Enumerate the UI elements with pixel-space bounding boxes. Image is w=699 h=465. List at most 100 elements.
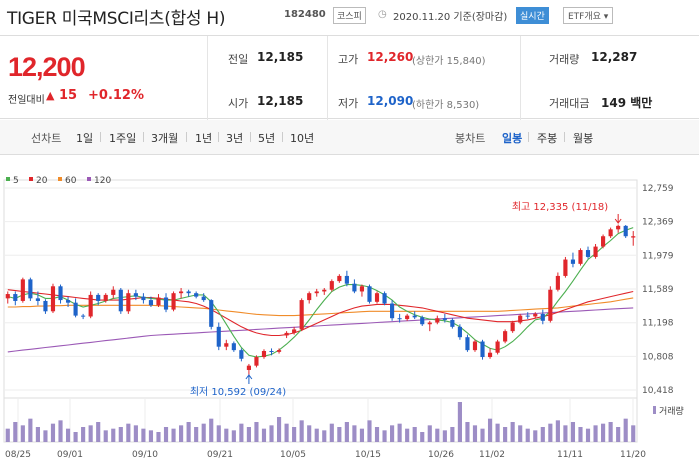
candle-body — [261, 350, 267, 358]
x-tick-label: 09/01 — [57, 450, 83, 460]
legend-ma-60: 60 — [65, 176, 77, 186]
volume-bar — [420, 432, 425, 442]
quote-panel: 12,200 전일대비 ▲ 15 +0.12% 전일 12,185 시가 12,… — [0, 35, 699, 120]
prev-close-label: 전일 — [228, 53, 249, 66]
candle-body — [503, 331, 508, 342]
open-label: 시가 — [228, 97, 249, 110]
volume-legend-swatch — [653, 406, 656, 414]
upper-limit: (상한가 15,840) — [412, 56, 486, 67]
tab-5year[interactable]: 5년 — [258, 132, 276, 145]
tab-1week[interactable]: 1주일 — [109, 132, 137, 145]
tab-daily[interactable]: 일봉 — [502, 132, 523, 145]
candle-body — [209, 300, 214, 327]
volume-value: 12,287 — [591, 50, 638, 64]
volume-bar — [465, 422, 470, 442]
candle-body — [141, 296, 146, 301]
volume-bar — [510, 422, 515, 442]
y-tick-label: 12,759 — [642, 184, 674, 194]
volume-bar — [487, 418, 493, 442]
volume-bar — [276, 417, 282, 442]
candle-body — [50, 286, 56, 312]
candle-body — [58, 286, 63, 301]
x-tick-label: 08/25 — [5, 450, 31, 460]
tab-monthly[interactable]: 월봉 — [573, 132, 594, 145]
amount-value: 149 백만 — [601, 96, 653, 110]
annotation-high-arrow — [614, 214, 622, 224]
candle-body — [359, 286, 365, 292]
tab-weekly[interactable]: 주봉 — [537, 132, 558, 145]
candle-body — [487, 352, 493, 358]
candle-body — [35, 298, 40, 301]
x-tick-label: 11/02 — [479, 450, 505, 460]
volume-bar — [337, 427, 342, 442]
tab-1day[interactable]: 1일 — [76, 132, 94, 145]
candle-body — [13, 294, 18, 301]
volume-bar — [601, 423, 606, 442]
volume-bar — [209, 418, 214, 442]
candle-body — [412, 315, 417, 318]
stock-title[interactable]: TIGER 미국MSCI리츠(합성 H) — [7, 9, 226, 29]
volume-bar — [533, 430, 538, 442]
legend-swatch — [58, 177, 62, 181]
candle-body — [367, 286, 372, 302]
tab-separator — [282, 132, 283, 142]
candle-body — [118, 289, 123, 312]
legend-swatch — [87, 177, 91, 181]
candle-body — [28, 279, 33, 299]
tab-separator — [143, 132, 144, 142]
volume-bar — [457, 402, 462, 442]
volume-bar — [450, 427, 455, 442]
candle-body — [224, 343, 229, 347]
candle-body — [382, 293, 387, 304]
volume-bar — [261, 428, 267, 442]
volume-bar — [163, 427, 169, 442]
volume-bar — [171, 428, 176, 442]
current-price: 12,200 — [8, 52, 86, 82]
candle-body — [292, 329, 297, 333]
candle-body — [601, 236, 606, 247]
volume-bar — [156, 432, 161, 442]
volume-bar — [608, 422, 613, 442]
candle-body — [307, 293, 312, 301]
candle-body — [194, 293, 199, 297]
candlestick-chart: 5 20 60 120 12,759 12,369 11,979 11,589 11,198 10… — [3, 176, 684, 460]
y-tick-label: 10,418 — [642, 386, 674, 396]
volume-bar — [427, 425, 432, 442]
market-badge: 코스피 — [333, 7, 366, 24]
volume-bar — [435, 428, 440, 442]
amount-label: 거래대금 — [549, 97, 590, 110]
volume-bar — [578, 427, 583, 442]
candle-body — [156, 297, 161, 306]
volume-bar — [96, 422, 101, 442]
volume-bar — [299, 420, 304, 442]
prev-close-value: 12,185 — [257, 50, 304, 64]
legend-swatch — [6, 177, 10, 181]
candle-body — [126, 293, 131, 312]
tab-3year[interactable]: 3년 — [226, 132, 244, 145]
chart-tabs: 선차트 1일 1주일 3개월 1년 3년 5년 10년 봉차트 일봉 주봉 월봉 — [0, 120, 699, 155]
annotation-low: 최저 10,592 (09/24) — [190, 386, 286, 398]
stock-code: 182480 — [284, 9, 326, 20]
candle-body — [148, 300, 154, 306]
y-tick-label: 10,808 — [642, 352, 674, 362]
tab-10year[interactable]: 10년 — [290, 132, 315, 145]
x-tick-label: 10/05 — [280, 450, 306, 460]
ma120-line — [7, 307, 634, 353]
candle-body — [133, 293, 138, 297]
volume-bar — [28, 418, 33, 442]
volume-label: 거래량 — [549, 53, 580, 66]
tab-1year[interactable]: 1년 — [195, 132, 213, 145]
annotation-low-arrow — [245, 374, 253, 384]
candle-body — [81, 315, 86, 317]
tab-3month[interactable]: 3개월 — [151, 132, 179, 145]
realtime-button[interactable]: 실시간 — [516, 7, 549, 24]
etf-overview-dropdown[interactable]: ETF개요 ▾ — [563, 7, 614, 24]
volume-bar — [224, 428, 229, 442]
volume-bar — [35, 427, 40, 442]
candle-body — [631, 236, 636, 238]
volume-bar — [352, 425, 357, 442]
legend-ma-120: 120 — [94, 176, 111, 186]
candle-body — [420, 317, 425, 325]
volume-bar — [65, 428, 71, 442]
volume-bar — [13, 422, 18, 442]
